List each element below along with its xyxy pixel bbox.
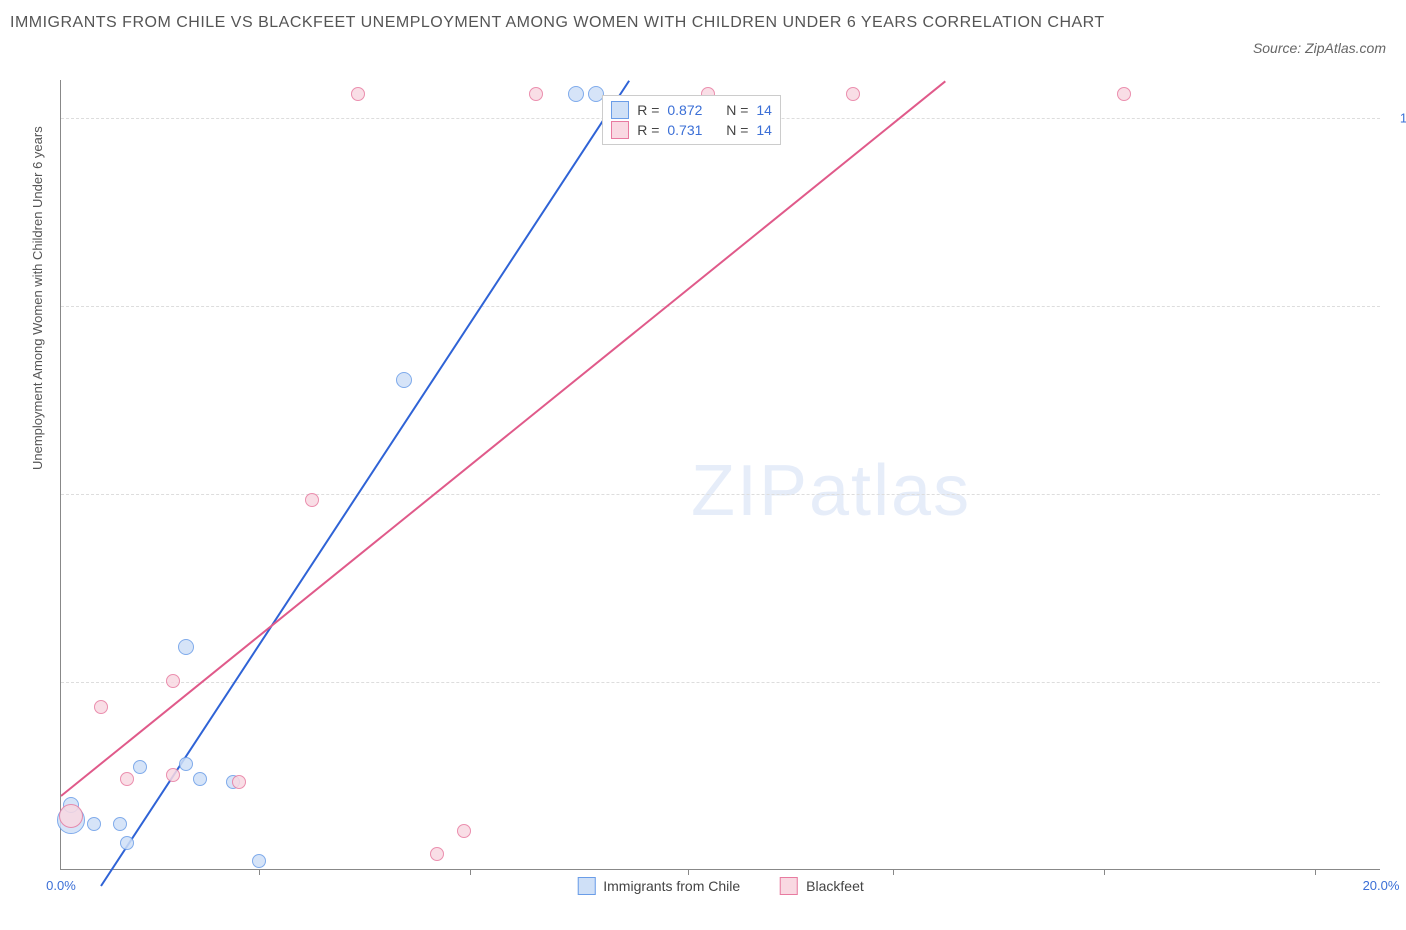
x-tick-label: 0.0% [46, 878, 76, 893]
y-axis-label: Unemployment Among Women with Children U… [30, 126, 45, 470]
series-swatch [611, 121, 629, 139]
x-tick [1315, 869, 1316, 875]
stats-row: R = 0.872 N = 14 [611, 100, 772, 120]
data-point [846, 87, 860, 101]
chart-container: IMMIGRANTS FROM CHILE VS BLACKFEET UNEMP… [10, 10, 1396, 920]
data-point [87, 817, 101, 831]
stat-value-r: 0.731 [667, 122, 702, 138]
data-point [305, 493, 319, 507]
stat-value-n: 14 [756, 102, 772, 118]
x-tick [470, 869, 471, 875]
series-swatch [611, 101, 629, 119]
data-point [193, 772, 207, 786]
data-point [120, 836, 134, 850]
data-point [178, 639, 194, 655]
x-tick [1104, 869, 1105, 875]
watermark: ZIPatlas [691, 450, 971, 532]
data-point [179, 757, 193, 771]
legend: Immigrants from Chile Blackfeet [577, 877, 864, 895]
data-point [568, 86, 584, 102]
data-point [351, 87, 365, 101]
data-point [252, 854, 266, 868]
y-tick-label: 100.0% [1400, 110, 1406, 125]
stats-box: R = 0.872 N = 14 R = 0.731 N = 14 [602, 95, 781, 145]
data-point [94, 700, 108, 714]
legend-item: Blackfeet [780, 877, 864, 895]
data-point [457, 824, 471, 838]
trend-line [60, 80, 946, 796]
x-tick [688, 869, 689, 875]
stat-value-n: 14 [756, 122, 772, 138]
chart-title: IMMIGRANTS FROM CHILE VS BLACKFEET UNEMP… [10, 10, 1110, 36]
legend-label: Immigrants from Chile [603, 878, 740, 894]
data-point [59, 804, 83, 828]
stats-row: R = 0.731 N = 14 [611, 120, 772, 140]
stat-label-n: N = [726, 122, 748, 138]
stat-label-r: R = [637, 102, 659, 118]
data-point [529, 87, 543, 101]
legend-swatch [780, 877, 798, 895]
gridline [61, 682, 1380, 683]
stat-value-r: 0.872 [667, 102, 702, 118]
source-attribution: Source: ZipAtlas.com [1253, 40, 1386, 56]
data-point [113, 817, 127, 831]
x-tick [259, 869, 260, 875]
stat-label-n: N = [726, 102, 748, 118]
data-point [232, 775, 246, 789]
x-tick [893, 869, 894, 875]
plot-area: ZIPatlas Immigrants from ChileBlackfeet … [60, 80, 1380, 870]
data-point [1117, 87, 1131, 101]
gridline [61, 494, 1380, 495]
legend-swatch [577, 877, 595, 895]
x-tick-label: 20.0% [1363, 878, 1400, 893]
data-point [396, 372, 412, 388]
data-point [588, 86, 604, 102]
stat-label-r: R = [637, 122, 659, 138]
data-point [166, 768, 180, 782]
data-point [166, 674, 180, 688]
legend-item: Immigrants from Chile [577, 877, 740, 895]
gridline [61, 306, 1380, 307]
data-point [430, 847, 444, 861]
data-point [133, 760, 147, 774]
data-point [120, 772, 134, 786]
legend-label: Blackfeet [806, 878, 864, 894]
